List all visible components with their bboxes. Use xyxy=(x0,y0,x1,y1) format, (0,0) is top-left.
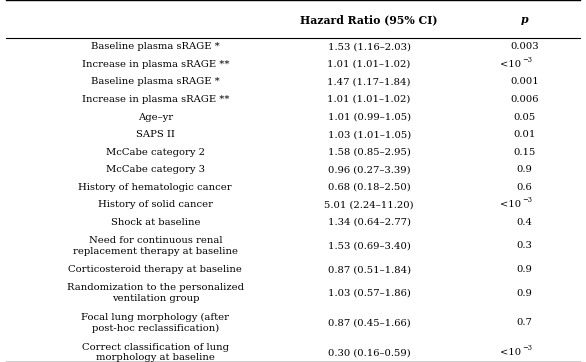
Text: 0.001: 0.001 xyxy=(510,77,539,87)
Text: 5.01 (2.24–11.20): 5.01 (2.24–11.20) xyxy=(325,200,414,209)
Text: Increase in plasma sRAGE **: Increase in plasma sRAGE ** xyxy=(81,60,229,69)
Text: 0.30 (0.16–0.59): 0.30 (0.16–0.59) xyxy=(328,348,411,357)
Text: McCabe category 2: McCabe category 2 xyxy=(106,148,205,157)
Text: <10: <10 xyxy=(500,200,522,209)
Text: <10: <10 xyxy=(500,348,522,357)
Text: 0.9: 0.9 xyxy=(516,265,533,274)
Text: History of solid cancer: History of solid cancer xyxy=(98,200,213,209)
Text: 1.47 (1.17–1.84): 1.47 (1.17–1.84) xyxy=(328,77,411,87)
Text: 0.05: 0.05 xyxy=(513,113,536,122)
Text: Baseline plasma sRAGE *: Baseline plasma sRAGE * xyxy=(91,77,220,87)
Text: 1.53 (0.69–3.40): 1.53 (0.69–3.40) xyxy=(328,241,411,251)
Text: −3: −3 xyxy=(522,344,532,352)
Text: 0.006: 0.006 xyxy=(510,95,539,104)
Text: 1.03 (0.57–1.86): 1.03 (0.57–1.86) xyxy=(328,289,411,298)
Text: <10: <10 xyxy=(500,60,522,69)
Text: 1.58 (0.85–2.95): 1.58 (0.85–2.95) xyxy=(328,148,411,157)
Text: 0.96 (0.27–3.39): 0.96 (0.27–3.39) xyxy=(328,165,410,174)
Text: Hazard Ratio (95% CI): Hazard Ratio (95% CI) xyxy=(301,14,438,25)
Text: 1.03 (1.01–1.05): 1.03 (1.01–1.05) xyxy=(328,130,411,139)
Text: p: p xyxy=(520,14,529,25)
Text: McCabe category 3: McCabe category 3 xyxy=(106,165,205,174)
Text: 0.87 (0.51–1.84): 0.87 (0.51–1.84) xyxy=(328,265,411,274)
Text: 1.34 (0.64–2.77): 1.34 (0.64–2.77) xyxy=(328,218,411,227)
Text: 0.3: 0.3 xyxy=(516,241,533,251)
Text: Age–yr: Age–yr xyxy=(138,113,173,122)
Text: Focal lung morphology (after
post-hoc reclassification): Focal lung morphology (after post-hoc re… xyxy=(81,313,229,333)
Text: 0.7: 0.7 xyxy=(516,319,533,327)
Text: Shock at baseline: Shock at baseline xyxy=(111,218,200,227)
Text: 0.15: 0.15 xyxy=(513,148,536,157)
Text: 1.01 (0.99–1.05): 1.01 (0.99–1.05) xyxy=(328,113,411,122)
Text: 0.87 (0.45–1.66): 0.87 (0.45–1.66) xyxy=(328,319,411,327)
Text: −3: −3 xyxy=(522,56,532,64)
Text: 0.01: 0.01 xyxy=(513,130,536,139)
Text: Baseline plasma sRAGE *: Baseline plasma sRAGE * xyxy=(91,42,220,51)
Text: 0.003: 0.003 xyxy=(510,42,539,51)
Text: SAPS II: SAPS II xyxy=(136,130,175,139)
Text: 1.53 (1.16–2.03): 1.53 (1.16–2.03) xyxy=(328,42,411,51)
Text: 0.6: 0.6 xyxy=(517,183,532,192)
Text: Randomization to the personalized
ventilation group: Randomization to the personalized ventil… xyxy=(67,283,244,303)
Text: Corticosteroid therapy at baseline: Corticosteroid therapy at baseline xyxy=(69,265,242,274)
Text: Need for continuous renal
replacement therapy at baseline: Need for continuous renal replacement th… xyxy=(73,236,238,256)
Text: 0.9: 0.9 xyxy=(516,289,533,298)
Text: 0.68 (0.18–2.50): 0.68 (0.18–2.50) xyxy=(328,183,411,192)
Text: 1.01 (1.01–1.02): 1.01 (1.01–1.02) xyxy=(328,95,411,104)
Text: −3: −3 xyxy=(522,196,532,204)
Text: History of hematologic cancer: History of hematologic cancer xyxy=(79,183,232,192)
Text: 0.9: 0.9 xyxy=(516,165,533,174)
Text: Correct classification of lung
morphology at baseline: Correct classification of lung morpholog… xyxy=(82,343,229,362)
Text: 1.01 (1.01–1.02): 1.01 (1.01–1.02) xyxy=(328,60,411,69)
Text: 0.4: 0.4 xyxy=(516,218,533,227)
Text: Increase in plasma sRAGE **: Increase in plasma sRAGE ** xyxy=(81,95,229,104)
